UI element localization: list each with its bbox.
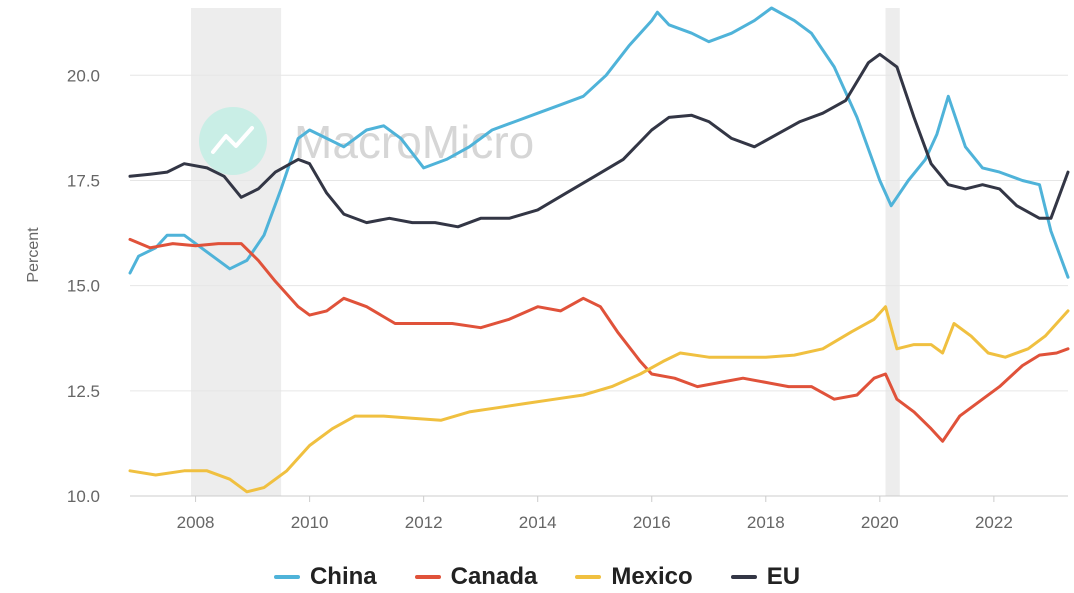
series-line-canada (128, 237, 1070, 443)
legend-label: Canada (450, 563, 538, 590)
series-line-mexico (128, 305, 1070, 494)
y-tick-label: 12.5 (67, 382, 100, 401)
series-lines (128, 6, 1070, 494)
x-tick-label: 2010 (291, 513, 329, 532)
shaded-periods (191, 8, 900, 496)
x-tick-label: 2018 (747, 513, 785, 532)
legend-label: Mexico (611, 563, 693, 590)
y-tick-label: 17.5 (67, 171, 100, 190)
legend-item-china[interactable]: China (273, 563, 377, 591)
shaded-period-1 (885, 8, 900, 496)
x-tick-label: 2016 (633, 513, 671, 532)
legend-swatch (575, 575, 602, 579)
series-line-china (128, 6, 1070, 279)
x-tick-label: 2014 (519, 513, 557, 532)
legend-item-mexico[interactable]: Mexico (575, 563, 693, 591)
watermark: MacroMicro (199, 107, 534, 175)
legend-swatch (273, 575, 300, 579)
x-axis-ticks: 2008 2010 2012 2014 2016 2018 2020 2022 (177, 496, 1013, 532)
legend-swatch (730, 575, 757, 579)
series-line-eu (128, 52, 1070, 229)
legend-item-canada[interactable]: Canada (414, 563, 538, 591)
legend-label: EU (766, 563, 801, 590)
x-tick-label: 2022 (975, 513, 1013, 532)
x-tick-label: 2020 (861, 513, 899, 532)
legend: China Canada Mexico EU (0, 563, 1074, 591)
y-axis-ticks: 10.0 12.5 15.0 17.5 20.0 (67, 66, 100, 506)
watermark-text: MacroMicro (294, 116, 534, 168)
legend-swatch (414, 575, 441, 579)
y-tick-label: 20.0 (67, 66, 100, 85)
x-tick-label: 2012 (405, 513, 443, 532)
y-axis-label: Percent (25, 227, 42, 283)
gridlines (130, 74, 1068, 497)
watermark-chart-icon (211, 126, 254, 154)
y-tick-label: 15.0 (67, 277, 100, 296)
y-tick-label: 10.0 (67, 487, 100, 506)
line-chart: MacroMicro 10.0 12.5 15.0 17.5 20.0 2008 2010… (25, 6, 1070, 532)
legend-item-eu[interactable]: EU (730, 563, 801, 591)
x-tick-label: 2008 (177, 513, 215, 532)
legend-label: China (309, 563, 377, 590)
